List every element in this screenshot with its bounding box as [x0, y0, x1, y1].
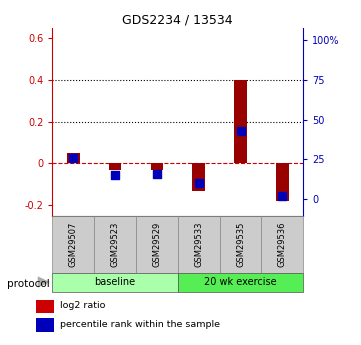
- Text: GSM29507: GSM29507: [69, 221, 78, 267]
- Bar: [261, 216, 303, 273]
- Bar: [52, 216, 94, 273]
- Bar: [178, 273, 303, 292]
- Bar: [276, 164, 288, 201]
- Text: GSM29533: GSM29533: [194, 221, 203, 267]
- Point: [154, 171, 160, 176]
- Bar: [67, 153, 79, 164]
- Bar: [178, 216, 219, 273]
- Bar: [192, 164, 205, 190]
- Text: GSM29529: GSM29529: [152, 221, 161, 267]
- Text: GSM29535: GSM29535: [236, 221, 245, 267]
- Bar: [52, 273, 178, 292]
- Point: [70, 155, 76, 160]
- Bar: [219, 216, 261, 273]
- Point: [196, 180, 201, 186]
- Text: protocol: protocol: [7, 279, 50, 288]
- Bar: [109, 164, 121, 170]
- Polygon shape: [38, 276, 50, 288]
- Title: GDS2234 / 13534: GDS2234 / 13534: [122, 13, 233, 27]
- Bar: [234, 80, 247, 164]
- Bar: [136, 216, 178, 273]
- Text: log2 ratio: log2 ratio: [60, 300, 106, 309]
- Bar: [151, 164, 163, 170]
- Text: percentile rank within the sample: percentile rank within the sample: [60, 321, 221, 329]
- Text: GSM29536: GSM29536: [278, 221, 287, 267]
- Text: 20 wk exercise: 20 wk exercise: [204, 277, 277, 287]
- Point: [279, 193, 285, 199]
- Text: GSM29523: GSM29523: [110, 221, 119, 267]
- Point: [238, 128, 243, 134]
- Bar: [36, 298, 54, 313]
- Bar: [36, 318, 54, 333]
- Text: baseline: baseline: [95, 277, 136, 287]
- Point: [112, 172, 118, 178]
- Bar: [94, 216, 136, 273]
